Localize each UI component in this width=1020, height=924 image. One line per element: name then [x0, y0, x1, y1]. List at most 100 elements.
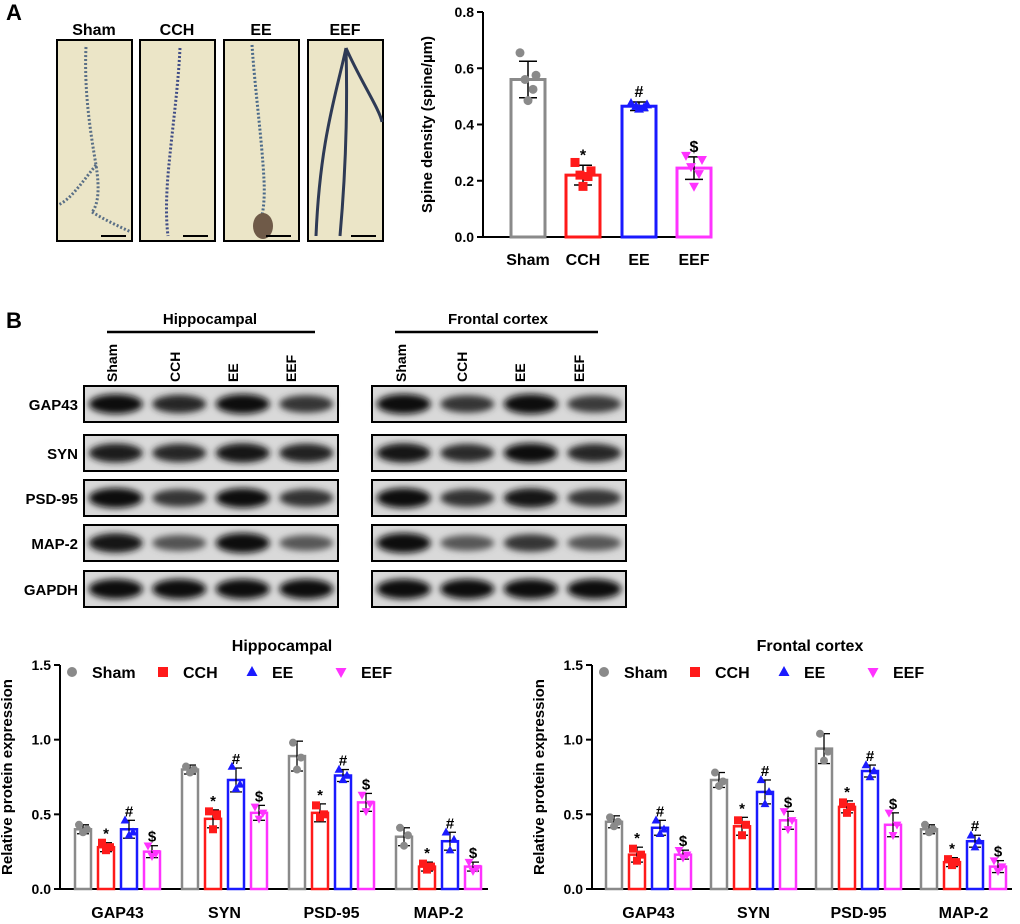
data-point-map-2-cch: [423, 865, 431, 874]
blot-row-label-psd-95: PSD-95: [25, 491, 78, 508]
blot-band-hippocampal-gap43: [88, 394, 143, 414]
blot-band-frontal-cortex-gapdh: [503, 579, 558, 599]
data-point-ee: [626, 98, 636, 108]
data-point-gap43-sham: [79, 828, 87, 837]
data-point-gap43-eef: [151, 849, 161, 858]
data-point-syn-ee: [756, 775, 766, 784]
bar-psd-95-ee: [333, 774, 353, 891]
legend-label-eef: EEF: [361, 665, 392, 682]
blot-band-hippocampal-syn: [215, 443, 270, 463]
bar-ee: [620, 104, 658, 239]
legend-marker-ee: [778, 666, 790, 676]
y-tick-label: 0.0: [564, 881, 584, 897]
x-tick-label-cch: CCH: [566, 252, 601, 269]
blot-band-frontal-cortex-psd-95: [567, 489, 622, 507]
data-point-syn-eef: [779, 808, 789, 817]
data-point-map-2-cch: [419, 859, 427, 868]
data-point-psd-95-sham: [297, 753, 305, 762]
bar-gap43-ee: [650, 826, 670, 891]
data-point-syn-ee: [760, 799, 770, 808]
data-point-gap43-ee: [120, 815, 130, 824]
significance-psd-95-eef: $: [889, 796, 898, 813]
data-point-psd-95-cch: [839, 798, 847, 807]
blot-band-hippocampal-gapdh: [152, 579, 207, 599]
bar-psd-95-sham: [814, 747, 834, 891]
data-point-eef: [681, 151, 691, 161]
y-tick-label: 1.5: [564, 657, 584, 673]
legend-marker-sham: [67, 667, 77, 677]
western-blots: GAP43 SYN PSD-95 MAP-2 GAPDH Hippocampal Sham C…: [24, 311, 627, 608]
blot-band-hippocampal-map-2: [88, 533, 143, 553]
data-point-gap43-cch: [633, 856, 641, 865]
lane-label-hippocampal-ee: EE: [225, 363, 241, 382]
spine-density-chart: 0.0 0.2 0.4 0.6 0.8 Spine density (spine/µm) S…: [419, 4, 713, 269]
micrograph-ee: [223, 39, 300, 242]
bar-gap43-sham: [73, 828, 93, 891]
chart-title-hippocampal: Hippocampal: [232, 638, 332, 655]
data-point-sham: [528, 84, 538, 94]
blot-band-frontal-cortex-map-2: [567, 535, 622, 551]
y-tick-label: 0.2: [455, 173, 475, 189]
data-point-eef: [686, 163, 696, 173]
significance-psd-95-eef: $: [362, 776, 371, 793]
blot-band-frontal-cortex-map-2: [376, 533, 431, 553]
data-point-syn-sham: [711, 768, 719, 777]
dendrite-sham: [57, 46, 132, 234]
x-tick-label-gap43: GAP43: [622, 905, 675, 922]
data-point-psd-95-sham: [824, 747, 832, 756]
legend-label-sham: Sham: [92, 665, 136, 682]
data-point-gap43-sham: [606, 813, 614, 822]
data-point-gap43-eef: [143, 842, 153, 851]
bar-syn-ee: [226, 778, 246, 891]
data-point-map-2-eef: [472, 864, 482, 873]
y-tick-label: 0.4: [455, 117, 475, 133]
x-tick-label-syn: SYN: [208, 905, 241, 922]
significance-gap43-cch: *: [103, 826, 109, 843]
blot-band-hippocampal-map-2: [152, 534, 207, 552]
panel-a-label: A: [6, 0, 22, 25]
y-tick-label: 1.0: [564, 732, 584, 748]
data-point-map-2-ee: [449, 834, 459, 843]
lane-label-frontal-cortex-eef: EEF: [571, 354, 587, 382]
data-point-ee: [634, 103, 644, 113]
data-point-map-2-cch: [944, 855, 952, 864]
micrograph-title-sham: Sham: [72, 22, 116, 39]
data-point-gap43-ee: [124, 830, 134, 839]
blot-band-hippocampal-map-2: [215, 533, 270, 553]
data-point-psd-95-cch: [843, 808, 851, 817]
significance-map-2-ee: #: [446, 815, 455, 832]
data-point-sham: [523, 96, 533, 106]
x-tick-label-gap43: GAP43: [91, 905, 144, 922]
data-point-gap43-cch: [637, 850, 645, 859]
data-point-syn-ee: [227, 761, 237, 770]
data-point-psd-95-eef: [892, 821, 902, 830]
x-tick-label-ee: EE: [628, 252, 650, 269]
legend-label-eef: EEF: [893, 665, 924, 682]
legend-label-sham: Sham: [624, 665, 668, 682]
blot-band-frontal-cortex-gap43: [376, 394, 431, 414]
blot-band-hippocampal-gapdh: [279, 579, 334, 599]
bar-psd-95-sham: [287, 754, 307, 891]
data-point-psd-95-sham: [816, 729, 824, 738]
dendrite-eef: [314, 47, 384, 237]
data-point-psd-95-cch: [316, 813, 324, 822]
blot-band-hippocampal-psd-95: [88, 488, 143, 508]
bar-psd-95-cch: [837, 805, 857, 891]
data-point-gap43-sham: [75, 820, 83, 829]
blot-band-hippocampal-gap43: [152, 394, 207, 414]
data-point-map-2-eef: [989, 857, 999, 866]
significance-map-2-cch: *: [424, 845, 430, 862]
dendrite-ee: [250, 44, 266, 223]
lane-label-frontal-cortex-sham: Sham: [393, 344, 409, 382]
data-point-psd-95-cch: [312, 801, 320, 810]
blot-band-frontal-cortex-gap43: [567, 395, 622, 413]
legend-label-cch: CCH: [183, 665, 218, 682]
blot-band-hippocampal-syn: [152, 443, 207, 463]
data-point-gap43-ee: [128, 827, 138, 836]
blot-group-title-hippocampal: Hippocampal: [163, 311, 257, 328]
significance-gap43-ee: #: [656, 803, 665, 820]
data-point-psd-95-ee: [334, 764, 344, 773]
legend-marker-eef: [335, 668, 347, 678]
data-point-gap43-ee: [655, 828, 665, 837]
data-point-cch: [575, 170, 585, 180]
